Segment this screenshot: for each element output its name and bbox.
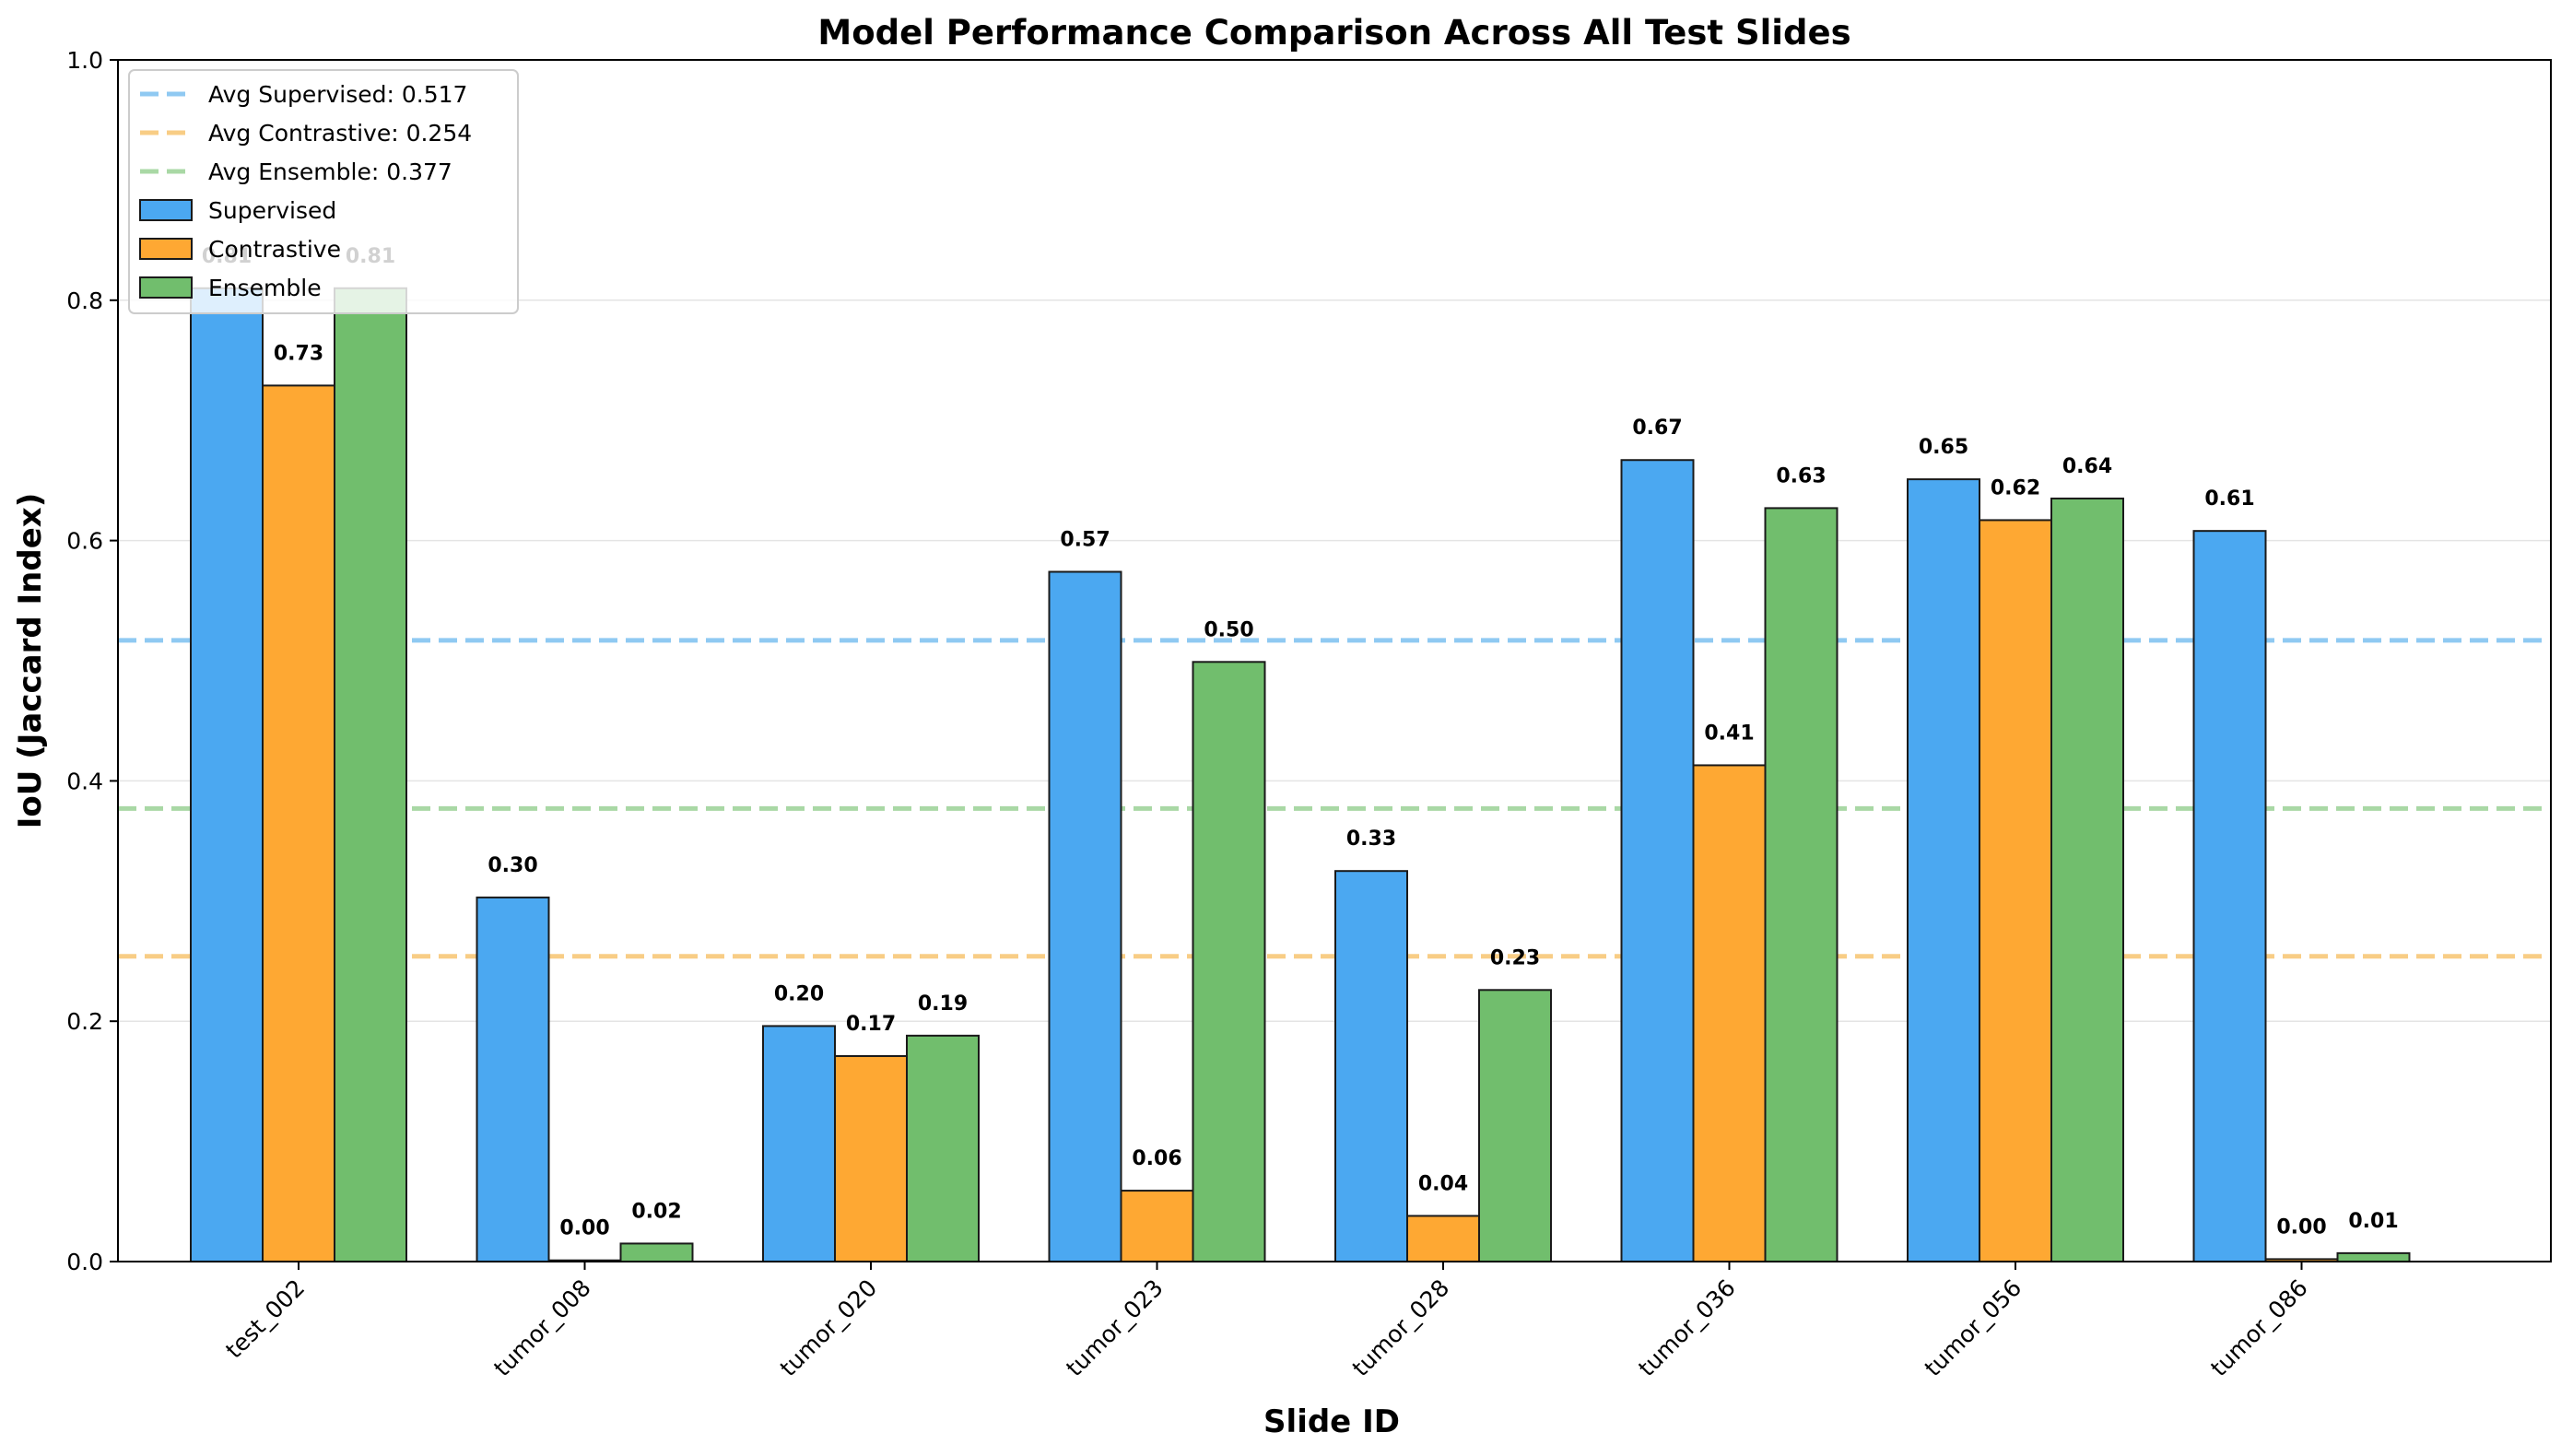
bar-ensemble — [1192, 661, 1266, 1262]
y-axis-ticks: 0.0 0.2 0.4 0.6 0.8 1.0 — [66, 47, 118, 1275]
legend-bar-swatch — [139, 199, 193, 221]
y-tick-label: 0.8 — [66, 288, 103, 314]
y-tick-label: 0.6 — [66, 528, 103, 555]
bar-supervised — [1334, 870, 1408, 1262]
bar-value-label: 0.01 — [2348, 1210, 2398, 1233]
bars — [190, 287, 2411, 1263]
bar-value-label: 0.23 — [1490, 946, 1540, 969]
legend-label: Ensemble — [208, 275, 322, 301]
bar-value-label: 0.57 — [1060, 529, 1110, 552]
bar-value-label: 0.00 — [559, 1217, 609, 1240]
bar-contrastive — [834, 1055, 908, 1262]
bar-ensemble — [1478, 989, 1552, 1263]
bar-value-label: 0.50 — [1204, 618, 1253, 641]
chart-title: Model Performance Comparison Across All … — [817, 13, 1850, 53]
bar-value-labels: 0.810.730.810.300.000.020.200.170.190.57… — [202, 245, 2399, 1240]
bar-value-label: 0.73 — [274, 342, 323, 365]
legend-label: Avg Supervised: 0.517 — [208, 81, 467, 108]
legend-bar-swatch — [139, 276, 193, 299]
legend-bar-swatch — [139, 238, 193, 260]
bar-value-label: 0.61 — [2204, 487, 2254, 511]
legend-box — [128, 69, 519, 314]
bar-supervised — [1048, 570, 1122, 1262]
bar-ensemble — [906, 1034, 980, 1263]
bar-value-label: 0.64 — [2062, 455, 2112, 478]
bar-contrastive — [1120, 1190, 1194, 1262]
bar-value-label: 0.62 — [1991, 476, 2040, 499]
bar-value-label: 0.30 — [488, 854, 537, 877]
legend-label: Avg Contrastive: 0.254 — [208, 120, 472, 147]
bar-contrastive — [1979, 519, 2052, 1262]
bar-contrastive — [1406, 1215, 1480, 1262]
bar-value-label: 0.04 — [1418, 1172, 1468, 1195]
bar-supervised — [762, 1025, 836, 1263]
x-axis-title: Slide ID — [1263, 1403, 1400, 1440]
bar-value-label: 0.19 — [918, 992, 968, 1016]
legend-label: Contrastive — [208, 236, 341, 263]
bar-ensemble — [2336, 1251, 2411, 1262]
bar-value-label: 0.02 — [631, 1200, 681, 1223]
bar-supervised — [1907, 478, 1980, 1262]
bar-value-label: 0.41 — [1704, 722, 1754, 745]
plot-frame — [117, 59, 2552, 1262]
y-tick-label: 0.2 — [66, 1008, 103, 1035]
bar-supervised — [476, 896, 550, 1262]
y-tick-label: 1.0 — [66, 47, 103, 74]
bar-ensemble — [2050, 497, 2124, 1262]
bar-contrastive — [262, 384, 335, 1263]
bar-supervised — [190, 287, 264, 1262]
bar-ensemble — [1764, 507, 1839, 1262]
bar-ensemble — [334, 287, 407, 1262]
bar-value-label: 0.17 — [846, 1013, 896, 1036]
bar-value-label: 0.20 — [774, 982, 824, 1005]
bar-value-label: 0.67 — [1632, 417, 1682, 440]
legend: Avg Supervised: 0.517 Avg Contrastive: 0.… — [128, 69, 519, 314]
bar-value-label: 0.06 — [1132, 1147, 1181, 1170]
legend-label: Supervised — [208, 197, 336, 224]
bar-supervised — [1620, 459, 1695, 1262]
bar-value-label: 0.65 — [1919, 436, 1968, 459]
bar-contrastive — [1692, 764, 1767, 1262]
bar-value-label: 0.63 — [1776, 464, 1826, 487]
y-tick-label: 0.4 — [66, 768, 103, 794]
y-tick-label: 0.0 — [66, 1249, 103, 1275]
bar-value-label: 0.33 — [1346, 828, 1396, 851]
bar-supervised — [2192, 530, 2267, 1262]
bar-value-label: 0.00 — [2276, 1215, 2326, 1239]
bar-ensemble — [619, 1242, 694, 1262]
y-axis-title: IoU (Jaccard Index) — [12, 493, 49, 829]
legend-label: Avg Ensemble: 0.377 — [208, 159, 452, 185]
